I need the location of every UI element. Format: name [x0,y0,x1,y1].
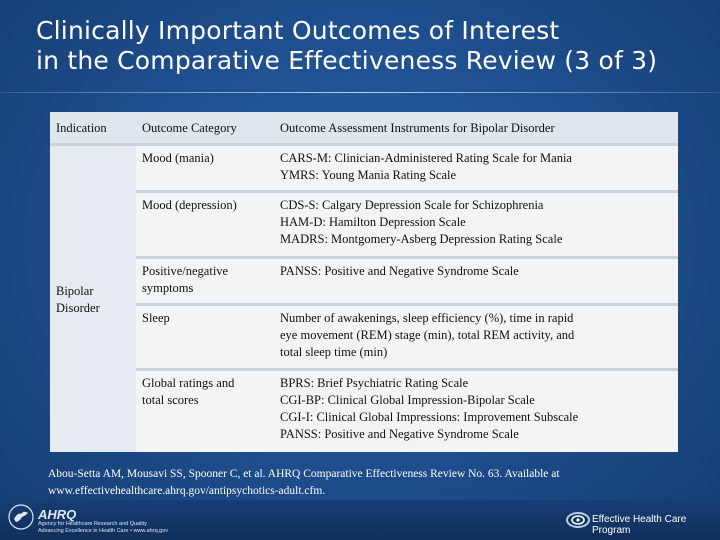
table-row: Global ratings and total scores BPRS: Br… [50,368,678,452]
instruments-cell: Number of awakenings, sleep efficiency (… [274,302,678,369]
instruments-cell: BPRS: Brief Psychiatric Rating Scale CGI… [274,368,678,452]
table-row: Sleep Number of awakenings, sleep effici… [50,302,678,369]
category-text: Mood (depression) [142,198,237,213]
instrument-text: BPRS: Brief Psychiatric Rating Scale [280,376,469,391]
instruments-cell: CARS-M: Clinician-Administered Rating Sc… [274,143,678,191]
table-header-row: Indication Outcome Category Outcome Asse… [50,112,678,143]
instrument-text: Number of awakenings, sleep efficiency (… [280,310,574,325]
instrument-text: MADRS: Montgomery-Asberg Depression Rati… [280,232,563,247]
ahrq-name: AHRQ [38,507,77,522]
instrument-text: CGI-I: Clinical Global Impressions: Impr… [280,410,579,425]
footer-bar [0,500,720,540]
table-row: Positive/negative symptoms PANSS: Positi… [50,255,678,303]
program-name: Effective Health Care Program [592,514,687,536]
category-text: Sleep [142,310,170,325]
outcomes-table: Indication Outcome Category Outcome Asse… [50,112,678,452]
header-instruments: Outcome Assessment Instruments for Bipol… [274,112,678,143]
category-text: Mood (mania) [142,151,214,165]
indication-line-2: Disorder [56,300,100,315]
table-row: Mood (depression) CDS-S: Calgary Depress… [50,190,678,256]
table-row: Bipolar Disorder Mood (mania) CARS-M: Cl… [50,143,678,452]
category-cell: Global ratings and total scores [136,368,274,452]
instrument-text: YMRS: Young Mania Rating Scale [280,168,457,182]
instrument-text: PANSS: Positive and Negative Syndrome Sc… [280,263,519,278]
slide-title-line-1: Clinically Important Outcomes of Interes… [36,16,560,45]
instrument-text: PANSS: Positive and Negative Syndrome Sc… [280,427,519,442]
slide-title: Clinically Important Outcomes of Interes… [36,16,706,76]
category-cell: Mood (depression) [136,190,274,256]
instrument-text: CDS-S: Calgary Depression Scale for Schi… [280,198,544,213]
instrument-text: HAM-D: Hamilton Depression Scale [280,215,466,230]
header-indication: Indication [50,112,136,143]
hhs-eagle-icon [8,504,34,530]
category-cell: Mood (mania) [136,143,274,191]
citation-line-2: www.effectivehealthcare.ahrq.gov/antipsy… [48,485,326,497]
instrument-text: eye movement (REM) stage (min), total RE… [280,327,575,342]
category-cell: Sleep [136,302,274,369]
instrument-text: CGI-BP: Clinical Global Impression-Bipol… [280,393,535,408]
title-divider [0,92,720,93]
citation-line-1: Abou-Setta AM, Mousavi SS, Spooner C, et… [48,468,560,480]
category-text: Positive/negative [142,263,229,278]
ahrq-tagline-2: Advancing Excellence in Health Care • ww… [38,528,169,534]
ahrq-logo: AHRQ Agency for Healthcare Research and … [38,508,168,535]
instrument-text: CARS-M: Clinician-Administered Rating Sc… [280,151,572,165]
indication-line-1: Bipolar [56,283,94,298]
citation: Abou-Setta AM, Mousavi SS, Spooner C, et… [48,466,688,500]
instrument-text: total sleep time (min) [280,344,388,359]
category-text: total scores [142,393,199,408]
instruments-cell: CDS-S: Calgary Depression Scale for Schi… [274,190,678,256]
category-cell: Positive/negative symptoms [136,255,274,303]
category-text: symptoms [142,280,194,295]
slide-title-line-2: in the Comparative Effectiveness Review … [36,46,658,75]
effective-health-care-swirl-icon [566,512,590,528]
category-text: Global ratings and [142,376,235,391]
indication-cell: Bipolar Disorder [50,143,136,452]
ahrq-tagline-1: Agency for Healthcare Research and Quali… [38,521,147,527]
header-outcome-category: Outcome Category [136,112,274,143]
instruments-cell: PANSS: Positive and Negative Syndrome Sc… [274,255,678,303]
